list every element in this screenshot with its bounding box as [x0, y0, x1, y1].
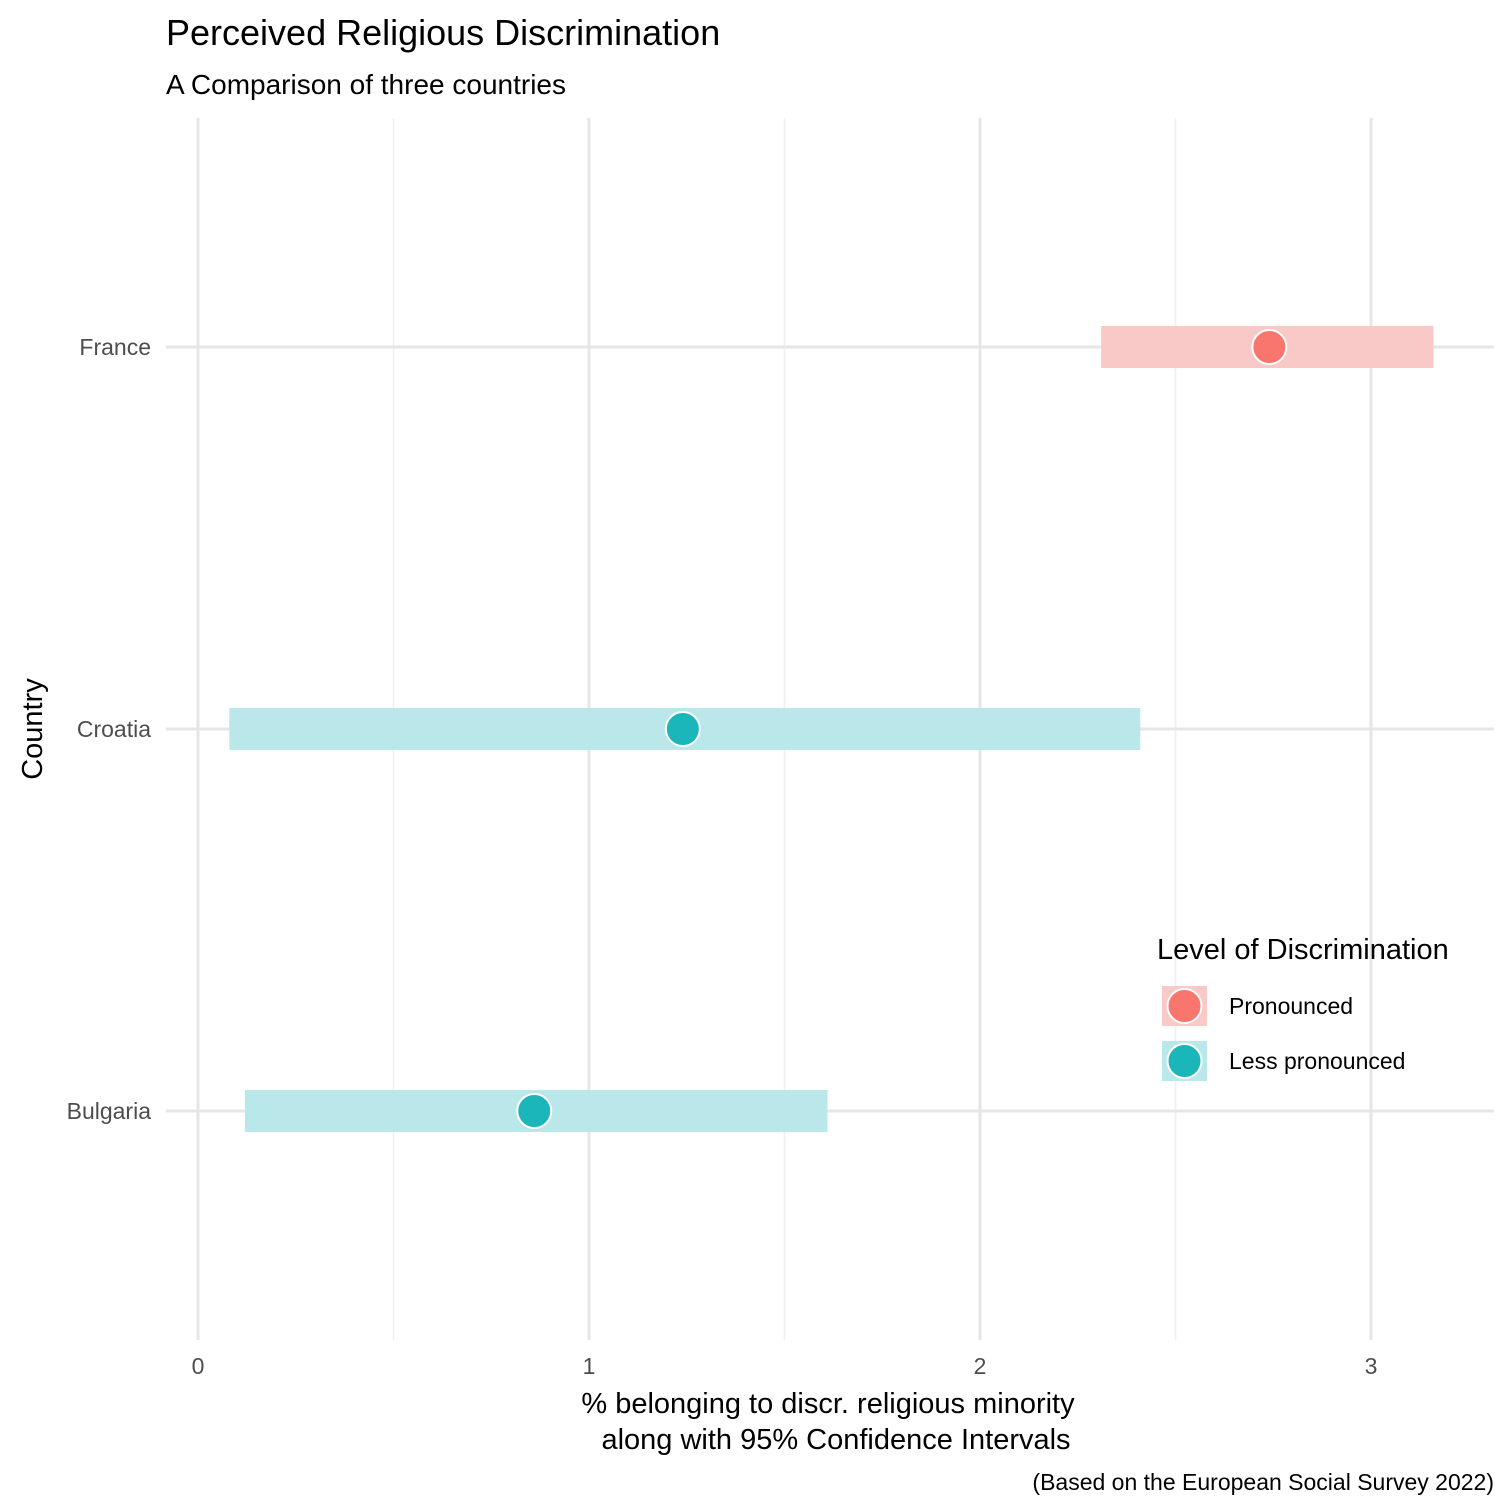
x-tick-label: 0	[192, 1353, 205, 1379]
legend-label: Pronounced	[1229, 993, 1353, 1019]
legend-title: Level of Discrimination	[1157, 934, 1449, 966]
legend-key-point	[1166, 988, 1203, 1024]
y-tick-label: Bulgaria	[67, 1098, 152, 1124]
chart-title: Perceived Religious Discrimination	[166, 12, 720, 53]
x-axis-ticks: 0 1 2 3	[192, 1353, 1378, 1379]
legend: Level of Discrimination Pronounced Less p…	[1157, 934, 1449, 1081]
legend-label: Less pronounced	[1229, 1048, 1405, 1074]
chart-caption: (Based on the European Social Survey 202…	[1032, 1469, 1494, 1495]
x-tick-label: 2	[974, 1353, 987, 1379]
y-tick-label: France	[79, 334, 151, 360]
data-points	[516, 329, 1288, 1129]
data-point	[1251, 329, 1288, 365]
x-tick-label: 1	[583, 1353, 596, 1379]
y-tick-label: Croatia	[77, 716, 151, 742]
x-axis-title-line-1: % belonging to discr. religious minority	[581, 1388, 1075, 1420]
x-tick-label: 3	[1365, 1353, 1378, 1379]
y-axis-ticks: France Croatia Bulgaria	[67, 334, 152, 1124]
data-point	[516, 1093, 553, 1129]
data-point	[664, 711, 701, 747]
y-axis-title: Country	[17, 678, 49, 780]
chart-subtitle: A Comparison of three countries	[166, 69, 566, 100]
legend-key-point	[1166, 1043, 1203, 1079]
x-axis-title-line-2: along with 95% Confidence Intervals	[601, 1424, 1070, 1456]
